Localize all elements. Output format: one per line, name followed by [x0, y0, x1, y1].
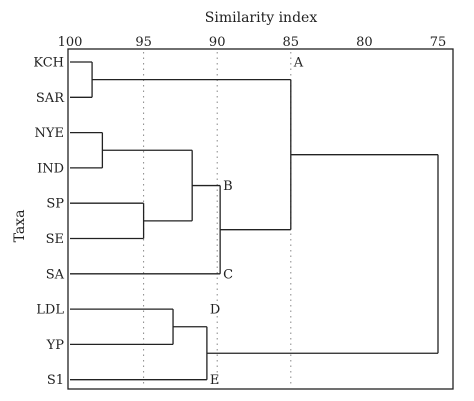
x-tick-label: 95 — [135, 35, 152, 50]
x-tick-label: 75 — [430, 35, 447, 50]
taxon-label: S1 — [47, 373, 64, 388]
x-axis-title: Similarity index — [205, 10, 318, 26]
x-tick-label: 100 — [58, 35, 83, 50]
taxon-label: KCH — [33, 56, 64, 71]
x-tick-labels: 100 95 90 85 80 75 — [58, 35, 447, 50]
x-tick-label: 80 — [356, 35, 373, 50]
plot-frame — [67, 48, 454, 390]
taxon-label: IND — [37, 161, 64, 176]
cluster-label-A: A — [293, 56, 304, 71]
cluster-node-labels: A B C D E — [210, 56, 304, 389]
y-axis-title: Taxa — [12, 210, 28, 243]
x-tick-label: 90 — [209, 35, 226, 50]
taxa-labels: KCH SAR NYE IND SP SE SA LDL YP S1 — [33, 56, 65, 389]
taxon-label: SP — [46, 197, 64, 212]
x-tick-label: 85 — [283, 35, 300, 50]
taxon-label: LDL — [36, 303, 64, 318]
taxon-label: YP — [46, 338, 65, 353]
dendrogram-branches — [70, 61, 439, 381]
taxon-label: SAR — [36, 91, 65, 106]
cluster-label-E: E — [210, 373, 220, 388]
cluster-label-D: D — [210, 303, 220, 318]
grid-lines — [143, 52, 292, 386]
cluster-label-C: C — [223, 267, 233, 282]
taxon-label: SE — [46, 232, 64, 247]
cluster-label-B: B — [223, 179, 233, 194]
taxon-label: SA — [46, 267, 65, 282]
taxon-label: NYE — [35, 126, 64, 141]
